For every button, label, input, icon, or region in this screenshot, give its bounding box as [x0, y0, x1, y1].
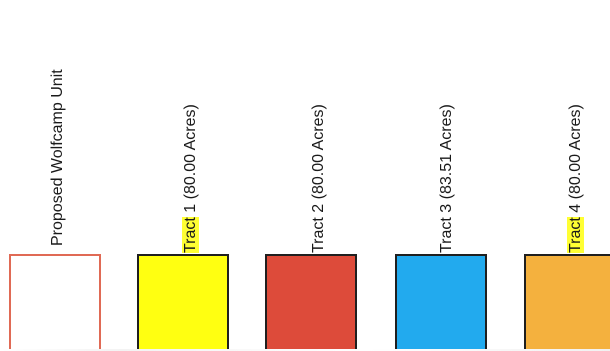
legend-swatch-tract-3 [395, 254, 487, 351]
legend-label-text: Tract 3 (83.51 Acres) [438, 104, 455, 253]
legend-label-text: Tract 2 (80.00 Acres) [310, 104, 327, 253]
legend-label-tract-3: Tract 3 (83.51 Acres) [438, 104, 456, 253]
legend-label-text: 1 (80.00 Acres) [182, 104, 199, 218]
legend-label-tract-2: Tract 2 (80.00 Acres) [310, 104, 328, 253]
legend-label-tract-4: Tract 4 (80.00 Acres) [567, 104, 585, 253]
scan-edge [0, 349, 610, 351]
legend-label-highlight: Tract [182, 217, 199, 253]
legend-label-text: Proposed Wolfcamp Unit [49, 69, 66, 246]
legend-label-tract-1: Tract 1 (80.00 Acres) [182, 104, 200, 253]
legend-label-highlight: Tract [567, 217, 584, 253]
legend-swatch-tract-1 [137, 254, 229, 351]
legend-swatch-tract-4 [524, 254, 610, 351]
legend-swatch-tract-2 [265, 254, 357, 351]
legend-swatch-proposed-unit [9, 254, 101, 351]
legend-label-text: 4 (80.00 Acres) [567, 104, 584, 218]
legend-label-proposed-unit: Proposed Wolfcamp Unit [49, 69, 67, 246]
